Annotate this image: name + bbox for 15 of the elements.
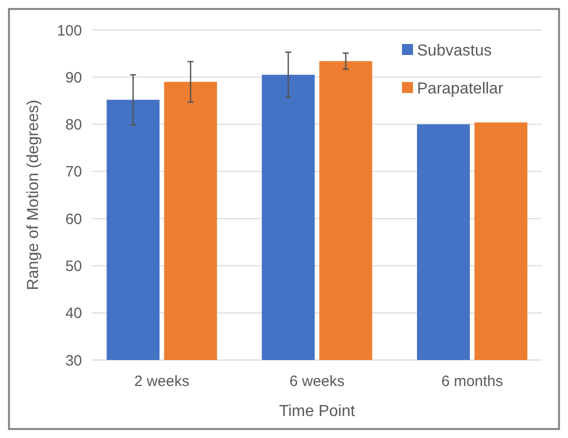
x-tick-label: 2 weeks [134, 373, 190, 390]
legend-label: Parapatellar [417, 80, 504, 98]
y-axis-title: Range of Motion (degrees) [25, 100, 42, 290]
x-tick-label: 6 weeks [289, 373, 345, 390]
legend-label: Subvastus [417, 42, 492, 60]
y-tick-label: 40 [65, 305, 82, 322]
x-axis-title: Time Point [279, 403, 356, 420]
y-tick-label: 90 [65, 69, 82, 86]
y-tick-label: 100 [56, 22, 82, 40]
y-tick-label: 80 [65, 116, 82, 134]
y-tick-label: 50 [65, 258, 82, 275]
y-tick-label: 70 [65, 164, 82, 181]
y-tick-label: 30 [65, 352, 82, 370]
y-tick-label: 60 [65, 210, 82, 228]
x-tick-label: 6 months [441, 373, 504, 390]
